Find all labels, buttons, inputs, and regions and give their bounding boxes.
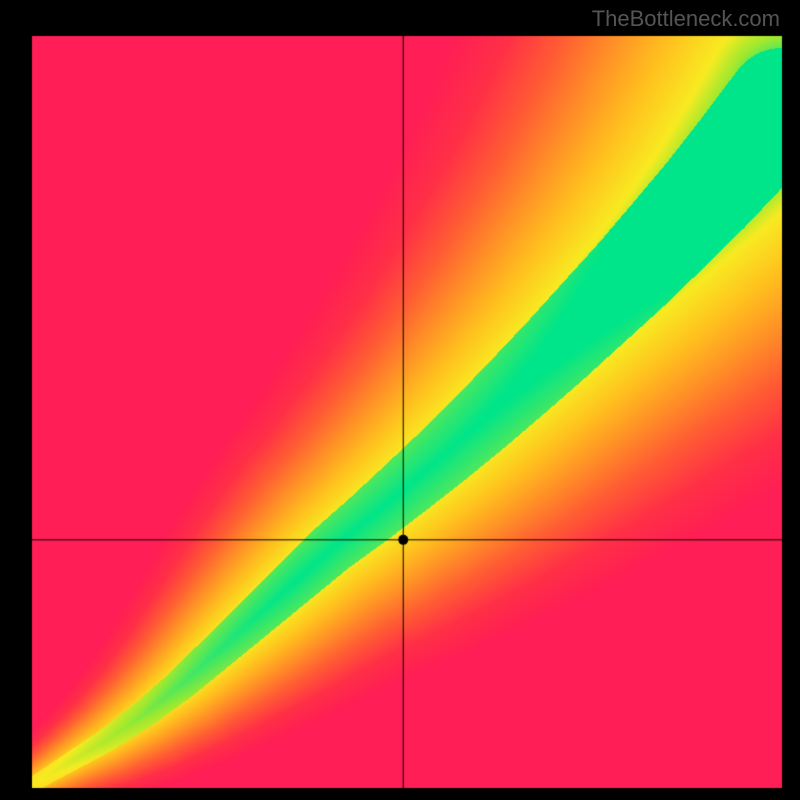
bottleneck-heatmap	[0, 0, 800, 800]
watermark-text: TheBottleneck.com	[592, 6, 780, 32]
